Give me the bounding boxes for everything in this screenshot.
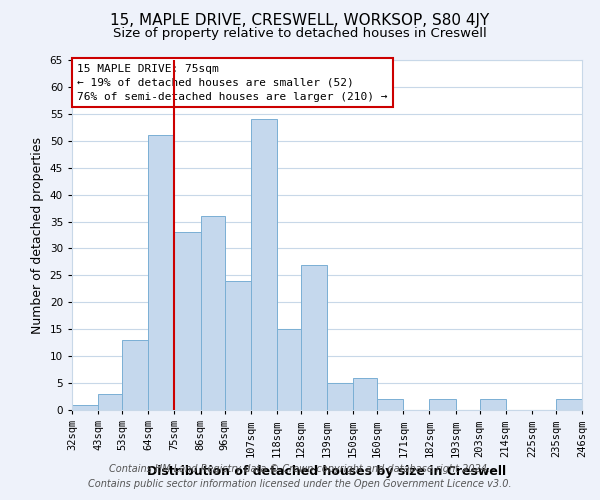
Bar [301, 264, 327, 410]
Bar [72, 404, 98, 410]
Bar [430, 399, 455, 410]
Bar [556, 399, 582, 410]
Bar [251, 119, 277, 410]
Bar [479, 399, 506, 410]
Text: Contains HM Land Registry data © Crown copyright and database right 2024.
Contai: Contains HM Land Registry data © Crown c… [88, 464, 512, 489]
Y-axis label: Number of detached properties: Number of detached properties [31, 136, 44, 334]
Bar [224, 281, 251, 410]
Bar [148, 136, 175, 410]
Bar [175, 232, 200, 410]
Bar [327, 383, 353, 410]
Bar [200, 216, 224, 410]
Text: Size of property relative to detached houses in Creswell: Size of property relative to detached ho… [113, 28, 487, 40]
Text: 15 MAPLE DRIVE: 75sqm
← 19% of detached houses are smaller (52)
76% of semi-deta: 15 MAPLE DRIVE: 75sqm ← 19% of detached … [77, 64, 388, 102]
Bar [98, 394, 122, 410]
Bar [353, 378, 377, 410]
Text: 15, MAPLE DRIVE, CRESWELL, WORKSOP, S80 4JY: 15, MAPLE DRIVE, CRESWELL, WORKSOP, S80 … [110, 12, 490, 28]
Bar [122, 340, 148, 410]
Bar [277, 329, 301, 410]
X-axis label: Distribution of detached houses by size in Creswell: Distribution of detached houses by size … [148, 465, 506, 478]
Bar [377, 399, 403, 410]
